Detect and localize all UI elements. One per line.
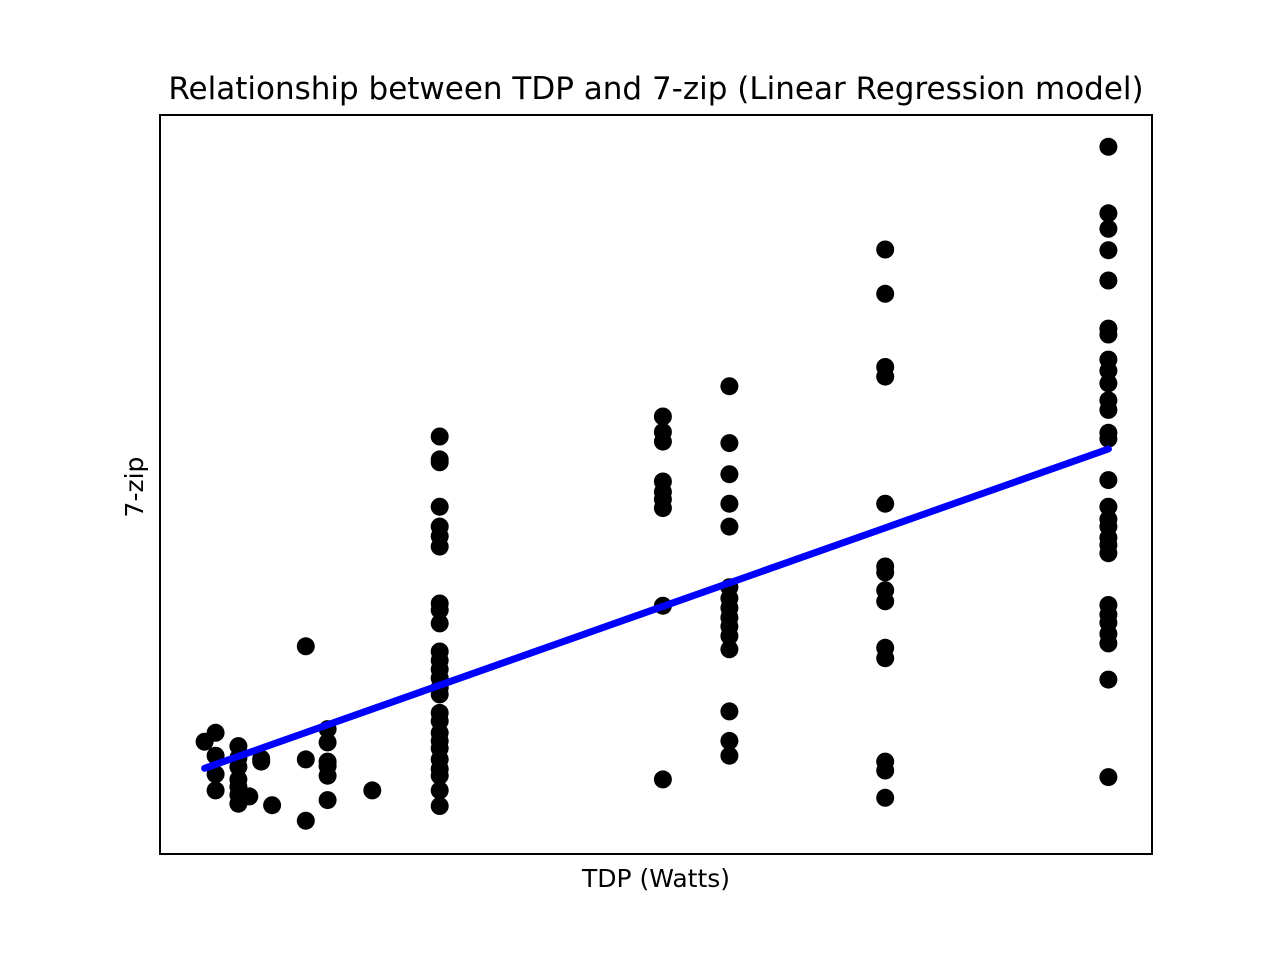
data-point [1099, 361, 1118, 380]
data-point [1099, 400, 1118, 419]
data-point [720, 465, 739, 484]
data-point [1099, 137, 1118, 156]
data-point [318, 766, 337, 785]
data-point [318, 733, 337, 752]
data-point [876, 284, 895, 303]
data-point [653, 432, 672, 451]
data-point [1099, 634, 1118, 653]
data-point [876, 788, 895, 807]
data-point [430, 766, 449, 785]
data-point [876, 649, 895, 668]
data-point [1099, 670, 1118, 689]
data-point [1099, 204, 1118, 223]
data-point [296, 750, 315, 769]
plot-frame [159, 114, 1153, 855]
data-point [252, 752, 271, 771]
data-point [1099, 768, 1118, 787]
data-point [720, 746, 739, 765]
data-point [229, 757, 248, 776]
data-point [430, 497, 449, 516]
data-point [206, 781, 225, 800]
data-point [296, 811, 315, 830]
data-point [430, 797, 449, 815]
chart-title: Relationship between TDP and 7-zip (Line… [168, 71, 1143, 107]
data-point [1099, 544, 1118, 563]
data-point [430, 601, 449, 620]
data-point [720, 434, 739, 453]
data-point [1099, 471, 1118, 490]
data-point [876, 592, 895, 611]
data-point [653, 407, 672, 426]
y-axis-label: 7-zip [120, 457, 149, 518]
data-point [430, 427, 449, 446]
data-point [876, 240, 895, 259]
data-point [720, 640, 739, 659]
data-point [296, 637, 315, 656]
data-point [720, 517, 739, 536]
data-point [720, 702, 739, 721]
data-point [876, 563, 895, 582]
data-point [876, 761, 895, 780]
data-point [263, 796, 282, 815]
data-point [318, 791, 337, 810]
regression-line-layer [201, 445, 1112, 772]
data-point [653, 499, 672, 518]
data-point [1099, 325, 1118, 344]
x-axis-label: TDP (Watts) [581, 864, 730, 893]
data-point [1099, 219, 1118, 238]
data-point [1099, 497, 1118, 516]
data-point [720, 494, 739, 513]
data-point [720, 731, 739, 750]
data-point [1099, 271, 1118, 290]
data-point [720, 627, 739, 645]
points-layer [195, 137, 1118, 830]
data-point [1099, 241, 1118, 260]
data-point [720, 377, 739, 396]
data-point [430, 614, 449, 633]
data-point [876, 494, 895, 513]
data-point [363, 781, 382, 800]
regression-line [201, 445, 1112, 772]
data-point [1099, 429, 1118, 448]
data-point [240, 787, 259, 806]
data-point [206, 723, 225, 742]
data-point [1099, 374, 1118, 393]
data-point [430, 453, 449, 472]
data-point [430, 781, 449, 800]
data-point [430, 537, 449, 556]
data-point [876, 367, 895, 386]
data-point [653, 770, 672, 789]
